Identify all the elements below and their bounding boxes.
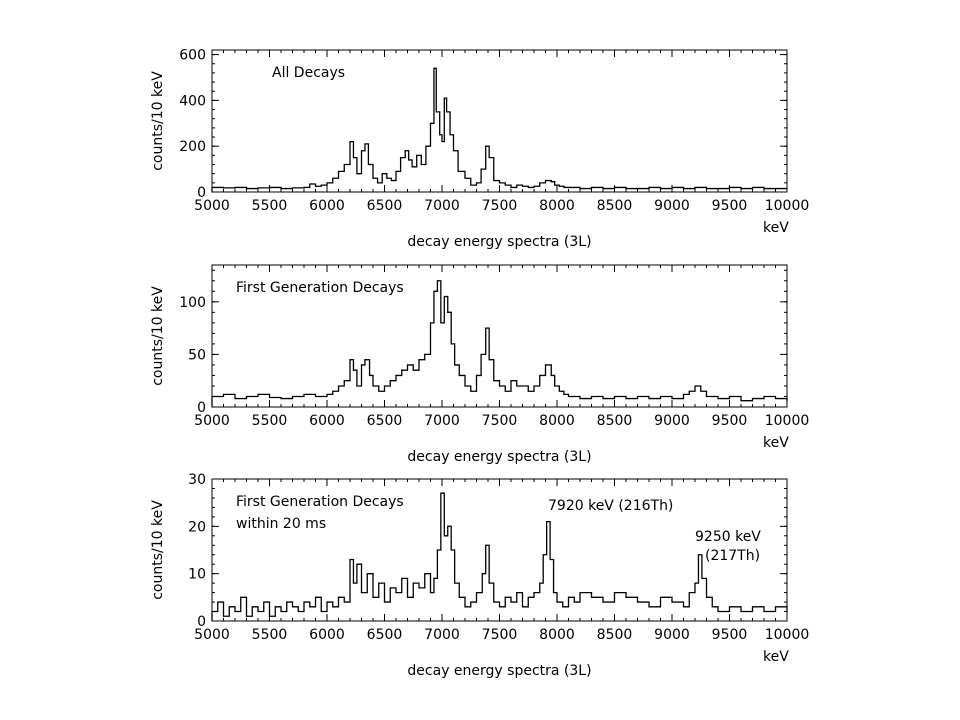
x-tick-label: 6500 (367, 413, 403, 429)
y-tick-label: 30 (188, 472, 206, 488)
x-axis-title: decay energy spectra (3L) (407, 234, 591, 250)
x-tick-label: 10000 (765, 627, 810, 643)
y-tick-label: 0 (197, 614, 206, 630)
peak-annotation: (217Th) (705, 548, 760, 564)
y-axis-title: counts/10 keV (150, 500, 166, 600)
x-axis-unit: keV (763, 435, 789, 451)
x-tick-label: 7000 (424, 627, 460, 643)
x-tick-label: 7500 (482, 627, 518, 643)
x-tick-label: 10000 (765, 413, 810, 429)
x-tick-label: 6500 (367, 198, 403, 214)
x-tick-label: 7500 (482, 413, 518, 429)
x-axis-unit: keV (763, 649, 789, 665)
x-tick-label: 5500 (252, 627, 288, 643)
x-tick-label: 6000 (309, 413, 345, 429)
peak-annotation: 7920 keV (216Th) (548, 498, 673, 514)
x-tick-label: 9000 (654, 413, 690, 429)
series-line (211, 492, 788, 621)
x-tick-label: 7000 (424, 198, 460, 214)
x-tick-label: 6500 (367, 627, 403, 643)
y-tick-label: 50 (188, 347, 206, 363)
x-tick-label: 9000 (654, 198, 690, 214)
y-tick-label: 20 (188, 519, 206, 535)
x-tick-label: 8500 (597, 413, 633, 429)
chart-panel-1: 5000 5500 6000 6500 7000 7500 8000 8500 9000 9500… (150, 48, 809, 250)
chart-panel-2: 5000 5500 6000 6500 7000 7500 8000 8500 9000 9500… (150, 264, 810, 465)
x-tick-label: 8500 (597, 627, 633, 643)
x-tick-label: 7000 (424, 413, 460, 429)
x-axis-unit: keV (763, 220, 789, 236)
y-tick-label: 100 (179, 295, 206, 311)
x-tick-label: 9000 (654, 627, 690, 643)
x-axis-title: decay energy spectra (3L) (407, 449, 591, 465)
series-line (211, 280, 788, 407)
x-tick-label: 7500 (482, 198, 518, 214)
x-tick-label: 9500 (712, 627, 748, 643)
panel-title: First Generation Decays (236, 280, 404, 296)
x-tick-label: 5500 (252, 198, 288, 214)
x-tick-label: 6000 (309, 198, 345, 214)
x-tick-label: 5000 (194, 413, 230, 429)
peak-annotation: 9250 keV (695, 529, 761, 545)
y-tick-label: 10 (188, 567, 206, 583)
y-tick-label: 0 (197, 185, 206, 201)
x-tick-label: 10000 (765, 198, 810, 214)
panel-subtitle: within 20 ms (236, 516, 326, 532)
chart-panel-3: 5000 5500 6000 6500 7000 7500 8000 8500 9000 9500… (150, 472, 809, 679)
x-axis-title: decay energy spectra (3L) (407, 663, 591, 679)
x-tick-label: 8000 (539, 627, 575, 643)
panel-title: All Decays (272, 65, 345, 81)
x-tick-label: 8500 (597, 198, 633, 214)
x-tick-label: 8000 (539, 198, 575, 214)
x-tick-label: 9500 (712, 198, 748, 214)
y-tick-label: 200 (179, 139, 206, 155)
x-tick-label: 8000 (539, 413, 575, 429)
x-tick-label: 6000 (309, 627, 345, 643)
x-tick-label: 5000 (194, 198, 230, 214)
y-tick-label: 0 (197, 400, 206, 416)
x-tick-label: 5500 (252, 413, 288, 429)
y-axis-title: counts/10 keV (150, 286, 166, 386)
x-tick-label: 9500 (712, 413, 748, 429)
y-tick-label: 400 (179, 93, 206, 109)
panel-title: First Generation Decays (236, 494, 404, 510)
x-tick-label: 5000 (194, 627, 230, 643)
y-axis-title: counts/10 keV (150, 71, 166, 171)
y-tick-label: 600 (179, 48, 206, 64)
series-line (211, 67, 787, 192)
